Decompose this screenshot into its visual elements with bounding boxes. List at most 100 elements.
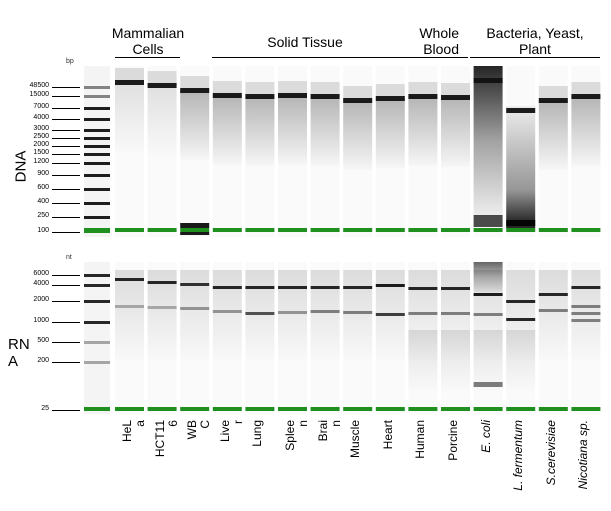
dna-band	[245, 94, 275, 99]
rna-ladder-band	[84, 321, 110, 324]
dna-smear	[180, 76, 210, 90]
dna-smear	[147, 85, 177, 155]
rna-marker-band	[147, 407, 177, 411]
dna-smear	[473, 215, 503, 227]
rna-band	[408, 287, 438, 290]
dna-tick-mark	[52, 119, 80, 120]
dna-tick-mark	[52, 154, 80, 155]
lane-label: WB C	[185, 420, 213, 440]
dna-smear	[408, 82, 438, 96]
rna-smear	[278, 270, 307, 360]
rna-marker-band	[408, 407, 438, 411]
dna-tick-label: 15000	[29, 91, 49, 98]
dna-band	[180, 232, 210, 235]
rna-ladder-marker	[84, 407, 110, 411]
rna-smear	[441, 330, 470, 390]
dna-smear	[147, 71, 177, 85]
dna-ladder-marker	[84, 228, 110, 231]
dna-smear	[571, 96, 601, 166]
rna-band	[212, 286, 242, 289]
dna-tick-mark	[52, 163, 80, 164]
rna-smear	[538, 270, 568, 360]
dna-smear	[441, 83, 470, 97]
group-label-3: Bacteria, Yeast, Plant	[486, 25, 584, 57]
rna-marker-band	[473, 407, 503, 411]
rna-ladder-band	[84, 361, 110, 364]
rna-marker-band	[375, 407, 405, 411]
dna-tick-label: 2000	[33, 141, 49, 148]
dna-band	[473, 78, 503, 83]
dna-band	[375, 96, 405, 101]
rna-smear	[473, 330, 503, 390]
dna-band	[408, 94, 438, 99]
dna-marker-band	[506, 228, 536, 232]
rna-smear	[408, 330, 438, 390]
dna-smear	[115, 68, 144, 82]
dna-smear	[180, 90, 210, 160]
lane-label: Human	[413, 420, 428, 459]
rna-tick-label: 6000	[33, 270, 49, 277]
dna-smear	[538, 86, 568, 100]
dna-tick-label: 2500	[33, 133, 49, 140]
dna-ladder-band	[84, 95, 110, 98]
dna-band	[147, 83, 177, 88]
rna-band	[506, 300, 536, 303]
dna-tick-mark	[52, 96, 80, 97]
group-underline-tissue-blood	[212, 57, 468, 58]
rna-tick-label: 1000	[33, 317, 49, 324]
dna-smear	[212, 81, 242, 95]
dna-ladder-band	[84, 188, 110, 191]
rna-ladder-lane	[84, 262, 110, 414]
dna-smear	[115, 82, 144, 152]
rna-tick-mark	[52, 362, 80, 363]
dna-marker-band	[473, 228, 503, 232]
dna-smear	[343, 100, 373, 170]
rna-band	[245, 286, 275, 289]
dna-marker-band	[212, 228, 242, 232]
dna-ladder-band	[84, 86, 110, 89]
rna-band	[343, 311, 373, 314]
rna-band	[115, 305, 144, 308]
dna-tick-mark	[52, 203, 80, 204]
rna-marker-band	[310, 407, 340, 411]
dna-smear	[278, 95, 307, 165]
rna-band	[441, 287, 470, 290]
dna-tick-label: 1200	[33, 158, 49, 165]
dna-marker-band	[310, 228, 340, 232]
dna-band	[278, 93, 307, 98]
dna-band	[180, 88, 210, 93]
dna-smear	[375, 98, 405, 168]
dna-tick-mark	[52, 138, 80, 139]
rna-marker-band	[115, 407, 144, 411]
rna-band	[212, 310, 242, 313]
rna-tick-mark	[52, 275, 80, 276]
dna-smear	[375, 84, 405, 98]
rna-smear	[310, 270, 340, 360]
dna-ladder-band	[84, 129, 110, 132]
dna-marker-band	[441, 228, 470, 232]
dna-tick-mark	[52, 189, 80, 190]
dna-ladder-band	[84, 145, 110, 148]
rna-band	[538, 309, 568, 312]
group-label-2: Whole Blood	[419, 25, 459, 57]
dna-tick-mark	[52, 217, 80, 218]
rna-tick-mark	[52, 301, 80, 302]
lane-label: HeL a	[120, 420, 147, 443]
dna-tick-mark	[52, 146, 80, 147]
dna-ladder-band	[84, 118, 110, 121]
rna-band	[441, 312, 470, 315]
rna-tick-mark	[52, 410, 80, 411]
rna-tick-label: 200	[37, 357, 49, 364]
dna-marker-band	[343, 228, 373, 232]
dna-tick-mark	[52, 108, 80, 109]
rna-band	[375, 313, 405, 316]
rna-tick-label: 4000	[33, 280, 49, 287]
rna-marker-band	[245, 407, 275, 411]
rna-ladder-band	[84, 300, 110, 303]
dna-tick-label: 4000	[33, 114, 49, 121]
rna-band	[147, 306, 177, 309]
rna-marker-band	[571, 407, 601, 411]
dna-tick-mark	[52, 232, 80, 233]
dna-tick-mark	[52, 87, 80, 88]
dna-unit-label: bp	[66, 58, 74, 65]
